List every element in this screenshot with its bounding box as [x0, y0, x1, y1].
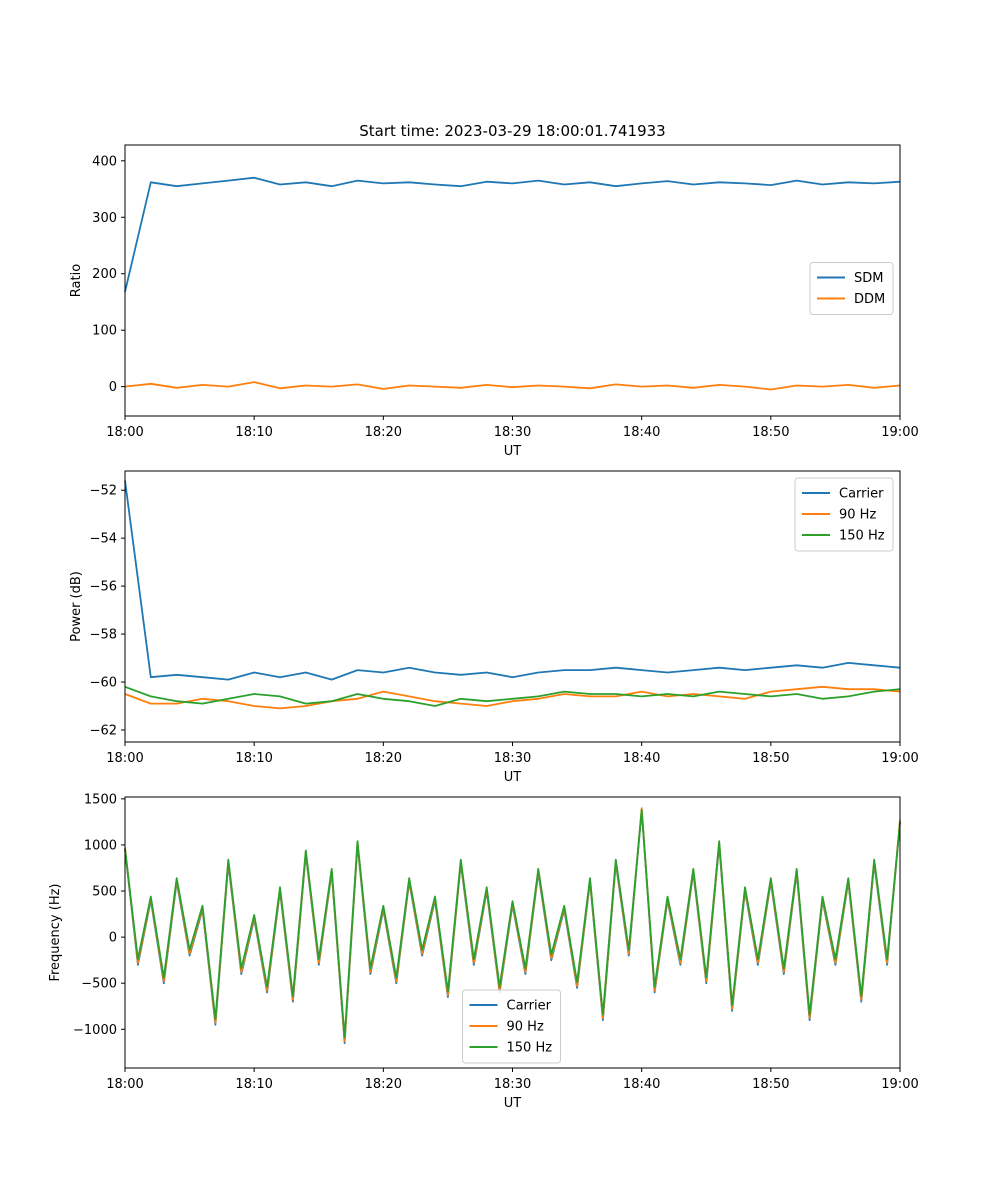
legend-label: 90 Hz	[507, 1020, 544, 1035]
y-tick-label: −62	[90, 724, 117, 739]
y-axis-label: Frequency (Hz)	[48, 883, 63, 981]
y-tick-label: −1000	[73, 1023, 117, 1038]
y-tick-label: −52	[90, 484, 117, 499]
y-tick-label: −54	[90, 532, 117, 547]
y-tick-label: 100	[92, 324, 117, 339]
y-axis-label: Ratio	[69, 264, 84, 297]
y-tick-label: −56	[90, 580, 117, 595]
x-tick-label: 18:40	[623, 751, 660, 766]
figure-title: Start time: 2023-03-29 18:00:01.741933	[359, 122, 665, 140]
x-tick-label: 19:00	[881, 1077, 918, 1092]
legend-label: Carrier	[839, 487, 884, 502]
axes-2: 18:00 18:10 18:20 18:30 18:40 18:50 19:00 −62 −6…	[69, 470, 919, 785]
y-tick-label: −500	[81, 977, 117, 992]
x-tick-label: 18:30	[494, 1077, 531, 1092]
x-tick-label: 18:50	[752, 751, 789, 766]
series-line-sdm	[124, 176, 901, 293]
axes-3: 18:00 18:10 18:20 18:30 18:40 18:50 19:00 −1000…	[48, 792, 919, 1111]
x-tick-label: 18:10	[235, 751, 272, 766]
y-tick-label: 0	[109, 931, 117, 946]
legend: SDM DDM	[809, 262, 894, 315]
legend-box	[794, 477, 894, 552]
x-tick-label: 18:30	[494, 425, 531, 440]
legend: Carrier 90 Hz 150 Hz	[794, 477, 894, 552]
series-line-ddm	[124, 381, 901, 391]
x-tick-label: 18:20	[365, 751, 402, 766]
x-tick-label: 18:00	[106, 751, 143, 766]
y-tick-label: −58	[90, 628, 117, 643]
x-axis-label: UT	[504, 770, 522, 785]
legend-label: Carrier	[507, 999, 552, 1014]
series-line-150-hz	[124, 685, 901, 707]
x-tick-label: 19:00	[881, 425, 918, 440]
x-tick-label: 18:30	[494, 751, 531, 766]
legend: Carrier 90 Hz 150 Hz	[462, 989, 561, 1064]
y-tick-label: 1000	[84, 838, 117, 853]
y-axis-label: Power (dB)	[69, 571, 84, 642]
legend-label: 90 Hz	[839, 508, 876, 523]
x-axis-label: UT	[504, 1096, 522, 1111]
y-tick-label: −60	[90, 676, 117, 691]
y-tick-label: 300	[92, 211, 117, 226]
x-tick-label: 18:10	[235, 1077, 272, 1092]
legend-label: 150 Hz	[839, 529, 885, 544]
series-line-150-hz	[124, 809, 901, 1039]
x-tick-label: 18:40	[623, 425, 660, 440]
y-tick-label: 200	[92, 267, 117, 282]
series-line-carrier	[124, 480, 901, 681]
x-tick-label: 19:00	[881, 751, 918, 766]
x-tick-label: 18:20	[365, 425, 402, 440]
legend-box	[809, 262, 894, 315]
x-tick-label: 18:00	[106, 425, 143, 440]
x-tick-label: 18:40	[623, 1077, 660, 1092]
y-tick-label: 400	[92, 154, 117, 169]
x-axis-label: UT	[504, 444, 522, 459]
x-tick-label: 18:10	[235, 425, 272, 440]
x-tick-label: 18:00	[106, 1077, 143, 1092]
legend-label: SDM	[854, 271, 883, 286]
y-tick-label: 0	[109, 380, 117, 395]
x-tick-label: 18:50	[752, 425, 789, 440]
legend-label: DDM	[854, 292, 885, 307]
x-tick-label: 18:50	[752, 1077, 789, 1092]
axes-container: 18:00 18:10 18:20 18:30 18:40 18:50 19:00 0 100 2…	[48, 144, 919, 1111]
y-tick-label: 1500	[84, 792, 117, 807]
x-tick-label: 18:20	[365, 1077, 402, 1092]
y-tick-label: 500	[92, 885, 117, 900]
legend-label: 150 Hz	[507, 1041, 553, 1056]
legend-box	[462, 989, 561, 1064]
series-line-90-hz	[124, 685, 901, 710]
axes-1: 18:00 18:10 18:20 18:30 18:40 18:50 19:00 0 100 2…	[69, 144, 919, 459]
